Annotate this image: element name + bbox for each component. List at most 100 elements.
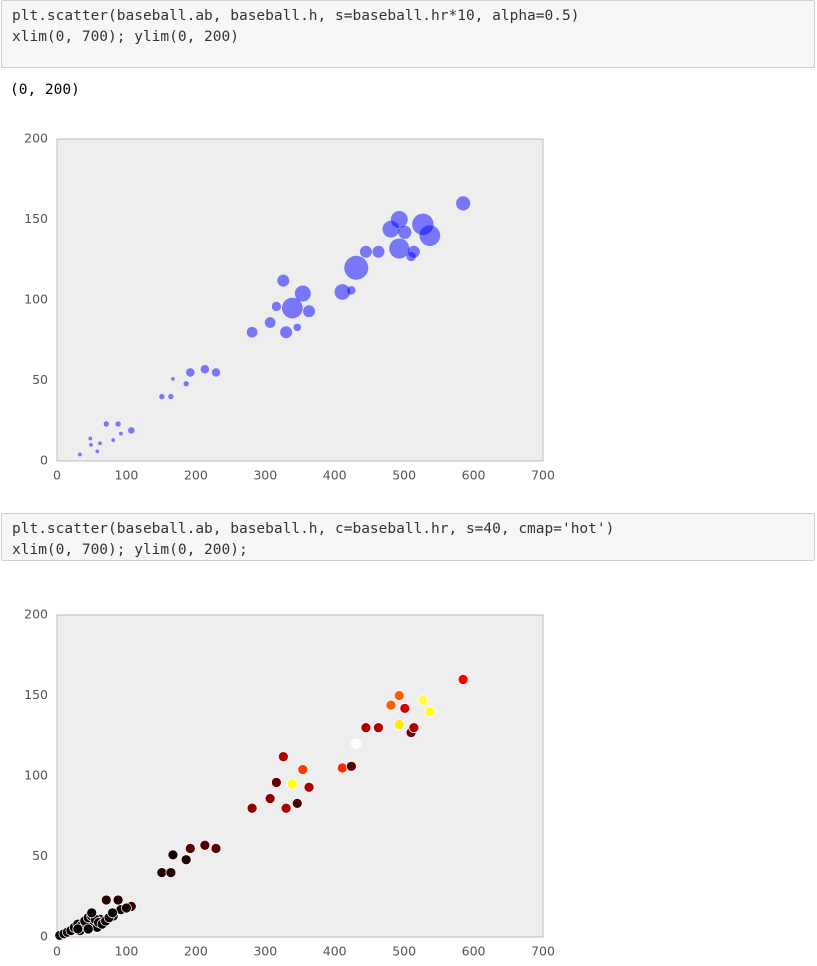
point <box>264 793 276 804</box>
point <box>281 297 303 319</box>
point <box>393 719 405 730</box>
point <box>88 436 93 441</box>
point <box>407 245 420 258</box>
point <box>350 738 362 750</box>
point <box>373 722 384 734</box>
point <box>211 368 221 377</box>
point <box>293 323 302 332</box>
point <box>417 694 429 706</box>
point <box>128 427 135 434</box>
point <box>303 781 315 793</box>
point <box>171 376 175 381</box>
x-tick-label: 700 <box>531 468 555 483</box>
code-line: xlim(0, 700); ylim(0, 200) <box>12 29 239 45</box>
y-tick-label: 0 <box>40 453 48 468</box>
x-tick-label: 300 <box>253 468 277 483</box>
point <box>393 690 405 701</box>
point <box>347 286 356 295</box>
x-tick-label: 0 <box>53 944 61 959</box>
code-line: plt.scatter(baseball.ab, baseball.h, c=b… <box>12 521 615 537</box>
point <box>72 923 84 935</box>
y-tick-label: 150 <box>24 211 48 226</box>
x-tick-label: 0 <box>53 468 61 483</box>
x-tick-label: 600 <box>462 468 486 483</box>
point <box>334 284 351 300</box>
point <box>271 301 282 312</box>
point <box>180 854 192 866</box>
point <box>264 317 276 328</box>
point <box>186 368 195 377</box>
cell-output: (0, 200) <box>10 82 80 98</box>
point <box>287 778 298 790</box>
point <box>246 326 258 338</box>
x-tick-label: 500 <box>392 944 416 959</box>
point <box>360 722 372 734</box>
point <box>277 751 289 763</box>
x-tick-label: 600 <box>462 944 486 959</box>
x-tick-label: 300 <box>253 944 277 959</box>
point <box>111 438 116 442</box>
point <box>98 441 102 446</box>
point <box>82 923 94 935</box>
point <box>200 364 210 374</box>
point <box>121 902 132 914</box>
y-tick-label: 100 <box>24 768 48 783</box>
point <box>398 225 412 239</box>
point <box>385 699 397 711</box>
point <box>210 843 222 854</box>
point <box>457 674 469 685</box>
point <box>408 722 420 734</box>
point <box>118 431 123 436</box>
code-cell[interactable]: plt.scatter(baseball.ab, baseball.h, c=b… <box>1 513 815 561</box>
x-tick-label: 200 <box>184 468 208 483</box>
x-tick-label: 400 <box>323 944 347 959</box>
code-line: xlim(0, 700); ylim(0, 200); <box>12 542 248 558</box>
plot-area <box>56 614 544 938</box>
x-tick-label: 400 <box>323 468 347 483</box>
point <box>344 255 369 280</box>
point <box>456 196 471 211</box>
x-tick-label: 700 <box>531 944 555 959</box>
point <box>103 421 109 427</box>
point <box>246 802 258 814</box>
point <box>159 393 165 400</box>
y-tick-label: 200 <box>24 607 48 622</box>
point <box>419 225 441 246</box>
code-cell[interactable]: plt.scatter(baseball.ab, baseball.h, s=b… <box>1 0 815 68</box>
point <box>168 393 174 400</box>
point <box>303 305 316 318</box>
point <box>78 452 82 457</box>
point <box>95 449 100 454</box>
point <box>399 703 411 714</box>
chart: 0 100 200 300 400 500 600 700 0 50 100 150 200 <box>24 607 555 959</box>
point <box>390 211 408 228</box>
y-tick-label: 50 <box>32 372 48 387</box>
point <box>156 867 168 878</box>
point <box>294 285 311 302</box>
point <box>291 798 303 809</box>
point <box>107 907 118 919</box>
point <box>100 894 112 906</box>
point <box>389 238 410 259</box>
y-tick-label: 0 <box>40 929 48 944</box>
point <box>115 421 121 427</box>
point <box>346 760 357 772</box>
chart: 0 100 200 300 400 500 600 700 0 50 100 150 200 <box>24 131 555 483</box>
point <box>359 245 372 258</box>
point <box>184 843 196 854</box>
code-line: plt.scatter(baseball.ab, baseball.h, s=b… <box>12 8 580 24</box>
point <box>337 762 348 774</box>
y-tick-label: 200 <box>24 131 48 146</box>
point <box>271 777 282 788</box>
point <box>183 381 189 387</box>
x-tick-label: 100 <box>114 468 138 483</box>
y-tick-label: 100 <box>24 292 48 307</box>
point <box>199 839 211 851</box>
y-tick-label: 150 <box>24 687 48 702</box>
x-tick-label: 200 <box>184 944 208 959</box>
point <box>424 706 436 717</box>
x-tick-label: 100 <box>114 944 138 959</box>
point <box>297 764 309 775</box>
point <box>372 245 385 258</box>
x-tick-label: 500 <box>392 468 416 483</box>
